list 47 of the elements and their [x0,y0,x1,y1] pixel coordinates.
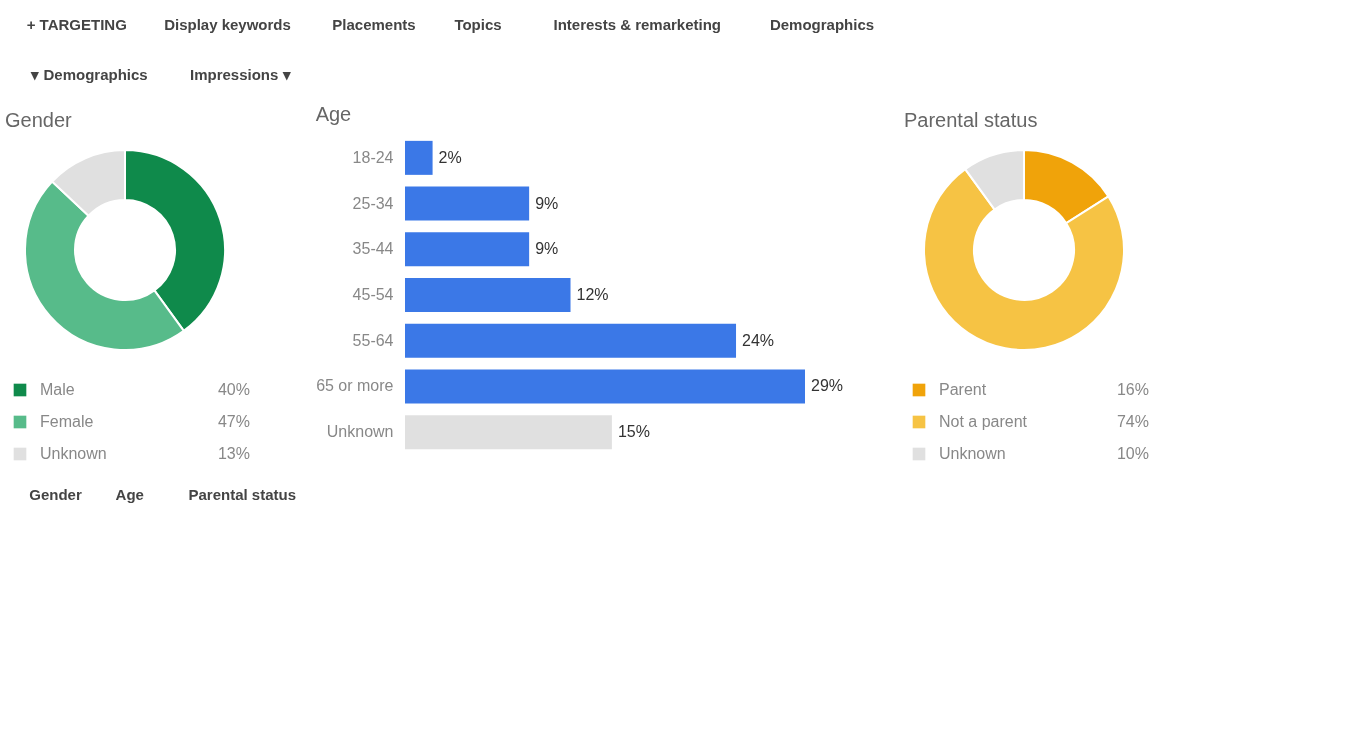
legend-label: Not a parent [939,413,1028,430]
bar [405,369,805,404]
data-label: 16% [1116,381,1149,398]
text: + TARGETING [26,16,127,33]
data-label: 47% [217,413,250,430]
data-label: 9% [535,240,559,258]
text: Display keywords [164,16,291,33]
text: Impressions ▾ [189,66,291,83]
legend-label: Female [40,413,94,430]
data-label: 40% [217,381,250,398]
bar [405,140,433,175]
y-tick-label: 25-34 [352,194,394,212]
bar [405,323,737,358]
legend-label: Parent [939,381,987,398]
y-tick-label: 55-64 [352,331,394,349]
text: Topics [454,16,502,33]
data-label: 12% [576,286,609,303]
data-label: 9% [535,194,559,212]
data-label: 15% [617,423,650,441]
data-label: 29% [811,377,844,395]
text: Interests & remarketing [553,16,722,33]
y-tick-label: Unknown [326,423,394,441]
text: Gender [29,486,82,503]
bar [405,232,530,267]
data-label: 24% [742,331,775,349]
legend-label: Unknown [40,445,107,462]
legend-label: Unknown [939,445,1006,462]
data-label: 2% [438,148,462,166]
data-label: 74% [1116,413,1149,430]
y-tick-label: 65 or more [316,377,394,395]
bar [405,186,530,221]
y-tick-label: 35-44 [352,240,394,258]
bar [405,415,612,450]
y-tick-label: 18-24 [352,148,394,166]
text: Parental status [188,486,297,503]
data-label: 13% [217,445,250,462]
text: Placements [332,16,416,33]
legend-label: Male [40,381,75,398]
chart-title: Gender [5,109,73,131]
bar [405,278,571,312]
text: ▾ Demographics [30,66,148,83]
data-label: 10% [1116,445,1149,462]
chart-title: Age [315,103,352,125]
text: Demographics [769,16,875,33]
y-tick-label: 45-54 [352,286,394,303]
text: Age [115,486,144,503]
chart-title: Parental status [904,109,1038,131]
